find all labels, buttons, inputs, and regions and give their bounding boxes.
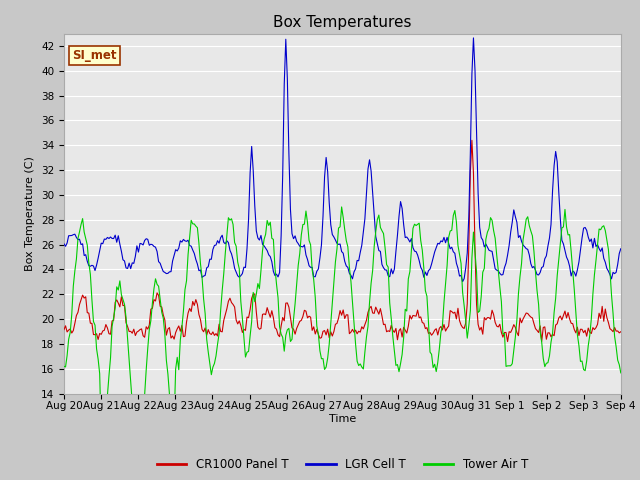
Y-axis label: Box Temperature (C): Box Temperature (C) xyxy=(26,156,35,271)
X-axis label: Time: Time xyxy=(329,414,356,424)
Title: Box Temperatures: Box Temperatures xyxy=(273,15,412,30)
Text: SI_met: SI_met xyxy=(72,49,117,62)
Legend: CR1000 Panel T, LGR Cell T, Tower Air T: CR1000 Panel T, LGR Cell T, Tower Air T xyxy=(152,454,532,476)
